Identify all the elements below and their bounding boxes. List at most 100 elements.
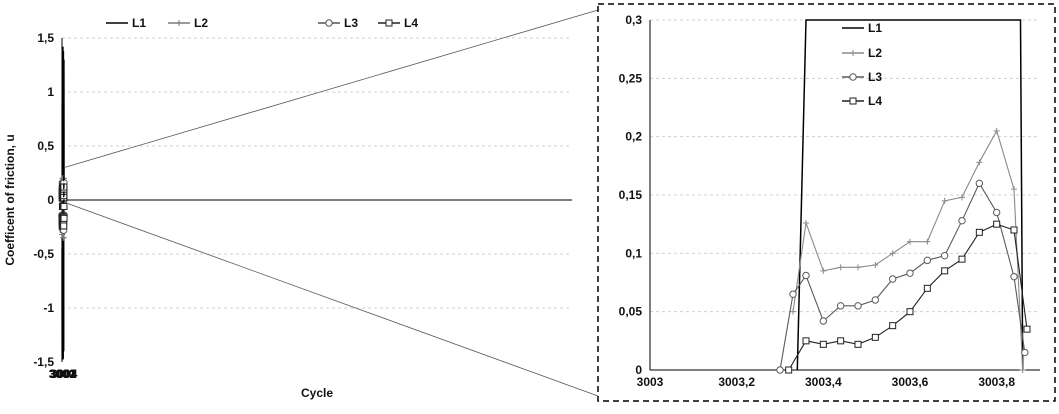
data-point (837, 303, 843, 309)
data-point (994, 221, 1000, 227)
legend-marker (850, 50, 856, 56)
legend-entry-l4: L4 (378, 16, 418, 30)
data-point (777, 367, 783, 373)
y-tick-label: 0,1 (625, 246, 642, 260)
legend-entry-l2: L2 (168, 16, 208, 30)
data-point (924, 257, 930, 263)
y-tick-label: 0 (47, 193, 54, 207)
connector-line-top (64, 10, 598, 168)
legend-entry-l4: L4 (842, 94, 882, 108)
data-point (959, 256, 965, 262)
data-point (855, 303, 861, 309)
legend-label: L3 (868, 70, 882, 84)
data-point (803, 338, 809, 344)
data-point (941, 252, 947, 258)
data-point (61, 215, 67, 221)
y-tick-label: 1,5 (37, 31, 54, 45)
y-tick-label: 1 (47, 85, 54, 99)
data-point (855, 264, 861, 270)
x-tick-label: 3003,4 (805, 375, 842, 389)
legend-label: L2 (868, 46, 882, 60)
data-point (1022, 349, 1028, 355)
legend-entry-l3: L3 (842, 70, 882, 84)
legend-label: L4 (404, 16, 418, 30)
y-tick-label: 0,15 (619, 188, 643, 202)
legend-entry-l1: L1 (842, 21, 882, 35)
data-point (820, 341, 826, 347)
x-tick-label: 3004 (51, 367, 78, 381)
data-point (889, 276, 895, 282)
data-point (872, 262, 878, 268)
y-axis-title: Coefficent of friction, u (3, 134, 17, 265)
data-point (942, 268, 948, 274)
data-point (820, 268, 826, 274)
y-tick-label: 0,5 (37, 139, 54, 153)
y-tick-label: 0,05 (619, 305, 643, 319)
data-point (803, 272, 809, 278)
data-point (838, 264, 844, 270)
data-point (1011, 273, 1017, 279)
data-point (993, 209, 999, 215)
x-tick-label: 3003,2 (718, 375, 755, 389)
connector-line-bottom (64, 202, 598, 396)
data-point (61, 203, 67, 209)
y-tick-label: -1 (43, 301, 54, 315)
series-l2 (790, 128, 1026, 373)
legend-entry-l2: L2 (842, 46, 882, 60)
data-point (890, 323, 896, 329)
legend-marker (850, 74, 856, 80)
series-l4 (786, 221, 1030, 373)
series-line-l4 (789, 224, 1027, 370)
data-point (838, 338, 844, 344)
data-point (907, 309, 913, 315)
data-point (872, 334, 878, 340)
legend-marker (176, 20, 182, 26)
data-point (959, 217, 965, 223)
main-chart: 1,510,50-0,5-1-1,530003001300230033004L1… (3, 16, 572, 400)
data-point (855, 341, 861, 347)
data-point (872, 297, 878, 303)
series-l3 (777, 180, 1028, 373)
legend-entry-l3: L3 (318, 16, 358, 30)
zoom-connectors (64, 10, 598, 396)
data-point (890, 250, 896, 256)
y-tick-label: 0,25 (619, 71, 643, 85)
series-line-l2 (793, 131, 1023, 370)
data-point (942, 198, 948, 204)
y-tick-label: -0,5 (33, 247, 54, 261)
data-point (786, 367, 792, 373)
data-point (1011, 227, 1017, 233)
data-point (1011, 186, 1017, 192)
data-point (976, 180, 982, 186)
legend-label: L1 (868, 21, 882, 35)
y-tick-label: 0,3 (625, 13, 642, 27)
data-point (803, 220, 809, 226)
data-point (907, 270, 913, 276)
data-point (994, 128, 1000, 134)
legend-label: L3 (344, 16, 358, 30)
data-point (976, 159, 982, 165)
data-point (924, 239, 930, 245)
legend-marker (850, 98, 856, 104)
x-tick-label: 3003 (637, 375, 664, 389)
data-point (924, 285, 930, 291)
data-point (1020, 367, 1026, 373)
data-point (1024, 326, 1030, 332)
legend-label: L4 (868, 94, 882, 108)
x-tick-label: 3003,8 (978, 375, 1015, 389)
series-l4 (59, 184, 67, 229)
legend-marker (326, 20, 332, 26)
y-tick-label: 0,2 (625, 130, 642, 144)
series-line-l3 (780, 183, 1025, 370)
data-point (790, 291, 796, 297)
data-point (820, 318, 826, 324)
data-point (976, 229, 982, 235)
legend-label: L2 (194, 16, 208, 30)
x-axis-title: Cycle (301, 386, 333, 400)
x-tick-label: 3003,6 (892, 375, 929, 389)
legend-entry-l1: L1 (106, 16, 146, 30)
legend-label: L1 (132, 16, 146, 30)
